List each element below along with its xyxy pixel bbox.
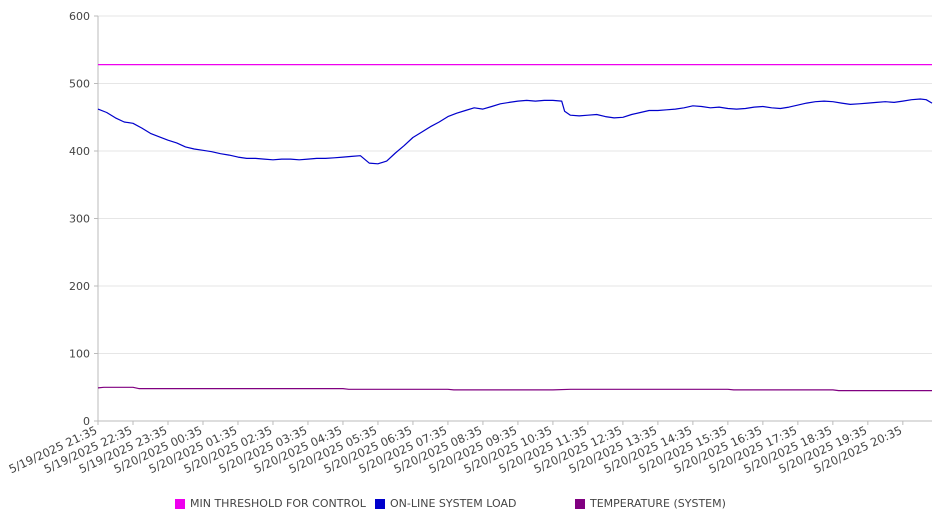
y-tick-label: 400 xyxy=(69,145,90,158)
legend-item-temperature[interactable]: TEMPERATURE (SYSTEM) xyxy=(575,497,726,510)
y-tick-label: 200 xyxy=(69,280,90,293)
x-tick-labels: 5/19/2025 21:355/19/2025 22:355/19/2025 … xyxy=(7,421,904,476)
legend-item-threshold[interactable]: MIN THRESHOLD FOR CONTROL xyxy=(175,497,366,510)
legend-swatch-system-load xyxy=(375,498,385,509)
y-tick-label: 600 xyxy=(69,10,90,23)
y-tick-label: 300 xyxy=(69,213,90,226)
y-tick-label: 0 xyxy=(83,415,90,428)
grid-lines xyxy=(98,15,932,354)
legend: MIN THRESHOLD FOR CONTROL ON-LINE SYSTEM… xyxy=(0,497,946,515)
legend-label-threshold: MIN THRESHOLD FOR CONTROL xyxy=(190,497,366,510)
legend-item-system-load[interactable]: ON-LINE SYSTEM LOAD xyxy=(375,497,516,510)
legend-label-temperature: TEMPERATURE (SYSTEM) xyxy=(590,497,726,510)
series-lines xyxy=(97,63,933,392)
legend-swatch-threshold xyxy=(175,498,185,509)
legend-swatch-temperature xyxy=(575,498,585,509)
series-line-on-line-system-load xyxy=(97,98,933,165)
legend-label-system-load: ON-LINE SYSTEM LOAD xyxy=(390,497,517,510)
series-line-temperature-system xyxy=(97,386,932,392)
y-tick-label: 100 xyxy=(69,348,90,361)
y-tick-label: 500 xyxy=(69,78,90,91)
y-tick-labels: 0 100 200 300 400 500 600 xyxy=(69,10,98,428)
